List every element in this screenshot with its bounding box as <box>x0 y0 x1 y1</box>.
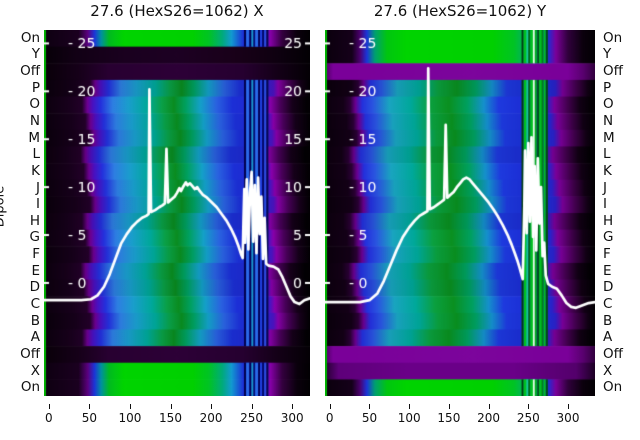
x-tick-mark <box>448 404 450 409</box>
row-label-right-15: D <box>603 279 614 296</box>
x-tick-label: 100 <box>397 411 421 425</box>
x-tick-mark <box>369 404 371 409</box>
row-label-left-8: K <box>31 162 40 179</box>
row-label-left-15: D <box>29 279 40 296</box>
x-tick-label: 100 <box>118 411 142 425</box>
x-tick-mark <box>48 404 50 409</box>
row-label-right-10: I <box>603 196 607 213</box>
x-tick-mark <box>488 404 490 409</box>
row-label-left-18: A <box>30 329 40 346</box>
x-tick-label: 200 <box>199 411 223 425</box>
x-tick-label: 300 <box>556 411 580 425</box>
row-label-left-20: X <box>30 362 40 379</box>
row-label-left-10: I <box>36 196 40 213</box>
row-label-left-17: B <box>30 312 40 329</box>
x-tick-label: 50 <box>81 411 98 425</box>
row-label-left-0: On <box>20 29 40 46</box>
x-tick-label: 150 <box>159 411 182 425</box>
row-label-right-11: H <box>603 212 614 229</box>
x-tick-mark <box>292 404 294 409</box>
row-label-right-16: C <box>603 296 613 312</box>
row-label-right-3: P <box>603 79 612 96</box>
row-label-right-1: Y <box>603 46 612 63</box>
row-label-left-6: M <box>28 129 40 146</box>
x-tick-label: 0 <box>325 411 334 425</box>
row-label-right-4: O <box>603 96 614 113</box>
x-tick-label: 150 <box>437 411 461 425</box>
x-tick-label: 250 <box>516 411 540 425</box>
panel-x-title: 27.6 (HexS26=1062) X <box>90 2 264 20</box>
row-label-right-17: B <box>603 312 613 329</box>
x-tick-label: 50 <box>361 411 378 425</box>
row-label-left-5: N <box>29 113 40 129</box>
x-tick-mark <box>329 404 331 409</box>
row-label-right-18: A <box>603 329 613 346</box>
row-label-right-19: Off <box>603 345 623 362</box>
row-label-right-14: E <box>603 262 612 279</box>
row-label-right-8: K <box>603 162 612 179</box>
row-label-left-11: H <box>29 212 40 229</box>
row-label-right-6: M <box>603 129 615 146</box>
row-label-left-13: F <box>32 246 40 263</box>
x-tick-mark <box>409 404 411 409</box>
row-label-left-16: C <box>30 296 40 312</box>
x-tick-mark <box>89 404 91 409</box>
row-label-left-14: E <box>31 262 40 279</box>
row-label-left-4: O <box>29 96 40 113</box>
row-label-right-12: G <box>603 229 614 246</box>
x-tick-mark <box>211 404 213 409</box>
x-tick-mark <box>528 404 530 409</box>
row-label-left-9: J <box>36 179 40 196</box>
row-label-left-19: Off <box>20 345 40 362</box>
x-tick-mark <box>170 404 172 409</box>
x-tick-mark <box>251 404 253 409</box>
row-label-right-13: F <box>603 246 611 263</box>
x-tick-label: 200 <box>477 411 501 425</box>
panel-y-title: 27.6 (HexS26=1062) Y <box>373 2 547 20</box>
row-label-right-20: X <box>603 362 613 379</box>
row-label-right-5: N <box>603 113 614 129</box>
x-tick-label: 300 <box>280 411 304 425</box>
x-tick-mark <box>568 404 569 409</box>
row-label-left-7: L <box>32 146 40 163</box>
row-label-left-21: On <box>20 379 40 396</box>
row-label-right-2: Off <box>603 63 623 80</box>
row-label-left-2: Off <box>20 63 40 80</box>
heatmap-panel-y <box>325 30 595 396</box>
x-tick-label: 0 <box>45 411 53 425</box>
row-label-left-12: G <box>29 229 40 246</box>
row-label-right-9: J <box>603 179 607 196</box>
row-label-right-7: L <box>603 146 611 163</box>
x-tick-mark <box>129 404 131 409</box>
x-tick-label: 250 <box>240 411 264 425</box>
row-label-left-3: P <box>31 79 40 96</box>
row-label-left-1: Y <box>31 46 40 63</box>
heatmap-panel-x <box>44 30 310 396</box>
row-label-right-21: On <box>603 379 623 396</box>
row-label-right-0: On <box>603 29 623 46</box>
